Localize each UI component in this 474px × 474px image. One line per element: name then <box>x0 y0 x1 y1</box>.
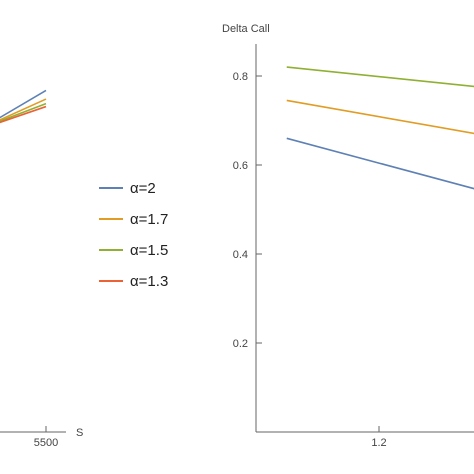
left-series-line-2 <box>0 102 47 123</box>
legend-label: α=2 <box>130 180 156 197</box>
right-series-line-1 <box>286 99 474 135</box>
legend: α=2 α=1.7 α=1.5 α=1.3 <box>99 180 168 290</box>
left-series-line-0 <box>0 89 47 119</box>
right-chart: Delta Call 0.2 0.4 0.6 0.8 1.2 <box>222 23 474 449</box>
right-y-tick-label: 0.2 <box>233 338 248 350</box>
right-y-tick-label: 0.6 <box>233 160 248 172</box>
left-series-line-1 <box>0 98 47 121</box>
left-x-axis-label: S <box>76 427 83 439</box>
legend-label: α=1.3 <box>130 273 168 290</box>
left-chart: 5500 S <box>0 89 83 449</box>
right-series-line-0 <box>286 66 474 88</box>
left-series-line-3 <box>0 105 47 124</box>
legend-label: α=1.5 <box>130 242 168 259</box>
right-y-axis-label: Delta Call <box>222 23 270 35</box>
left-x-tick-label: 5500 <box>34 437 58 449</box>
right-x-tick-label: 1.2 <box>371 437 386 449</box>
right-series-line-2 <box>286 137 474 190</box>
legend-label: α=1.7 <box>130 211 168 228</box>
right-y-tick-label: 0.4 <box>233 249 248 261</box>
right-y-tick-label: 0.8 <box>233 71 248 83</box>
